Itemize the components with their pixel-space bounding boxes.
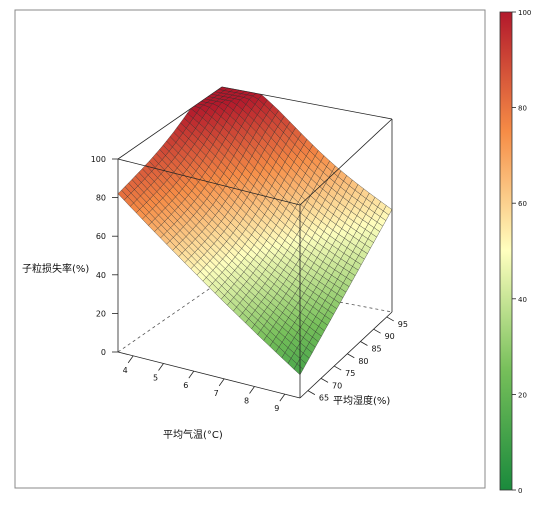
colorbar-tick-label: 60 bbox=[518, 200, 527, 208]
y-tick-label: 80 bbox=[358, 357, 368, 366]
x-tick-label: 8 bbox=[244, 397, 249, 406]
box-edge bbox=[299, 118, 393, 206]
y-tick bbox=[320, 377, 329, 383]
x-tick bbox=[158, 363, 164, 371]
x-tick-label: 5 bbox=[153, 374, 158, 383]
y-tick bbox=[333, 365, 342, 371]
z-tick-label: 40 bbox=[96, 271, 106, 280]
y-tick bbox=[307, 390, 316, 395]
x-tick-label: 6 bbox=[183, 381, 188, 390]
box-edge bbox=[299, 311, 393, 399]
box-edge bbox=[117, 351, 301, 399]
y-tick bbox=[347, 353, 355, 359]
y-tick-label: 85 bbox=[371, 344, 381, 353]
colorbar-tick-label: 0 bbox=[518, 487, 522, 495]
box-edge-hidden bbox=[117, 279, 223, 353]
y-tick-label: 70 bbox=[332, 381, 342, 390]
z-tick-label: 100 bbox=[91, 155, 106, 164]
surface-facet bbox=[117, 189, 128, 201]
x-tick bbox=[127, 355, 134, 364]
y-tick-label: 90 bbox=[385, 332, 395, 341]
y-axis-label: 平均湿度(%) bbox=[333, 394, 390, 407]
surface-mesh bbox=[117, 86, 393, 376]
colorbar: 0 20 40 60 80 100 bbox=[499, 9, 531, 495]
x-tick-label: 7 bbox=[214, 389, 219, 398]
bounding-box-front bbox=[117, 118, 393, 399]
colorbar-tick-label: 100 bbox=[518, 9, 531, 17]
x-tick-label: 4 bbox=[123, 366, 128, 375]
colorbar-tick-label: 40 bbox=[518, 296, 527, 304]
x-tick bbox=[279, 393, 286, 402]
y-tick bbox=[373, 328, 381, 334]
x-tick bbox=[218, 378, 225, 387]
z-tick-label: 60 bbox=[96, 232, 106, 241]
x-tick-label: 9 bbox=[274, 404, 279, 413]
z-tick-label: 80 bbox=[96, 194, 106, 203]
x-axis-label: 平均气温(°C) bbox=[163, 428, 223, 441]
y-tick-label: 75 bbox=[345, 369, 355, 378]
y-tick bbox=[386, 316, 394, 322]
colorbar-gradient bbox=[499, 11, 513, 491]
z-axis-label: 子粒损失率(%) bbox=[22, 262, 89, 275]
colorbar-tick-label: 20 bbox=[518, 391, 527, 399]
colorbar-tick-label: 80 bbox=[518, 105, 527, 113]
y-tick-label: 95 bbox=[398, 320, 408, 329]
y-tick-label: 65 bbox=[319, 394, 329, 403]
box-edge bbox=[117, 158, 301, 206]
y-tick bbox=[360, 341, 368, 346]
z-tick-label: 0 bbox=[101, 348, 106, 357]
plot-border bbox=[14, 9, 486, 489]
x-tick bbox=[188, 370, 195, 379]
x-tick bbox=[249, 386, 255, 394]
z-tick-label: 20 bbox=[96, 309, 106, 318]
